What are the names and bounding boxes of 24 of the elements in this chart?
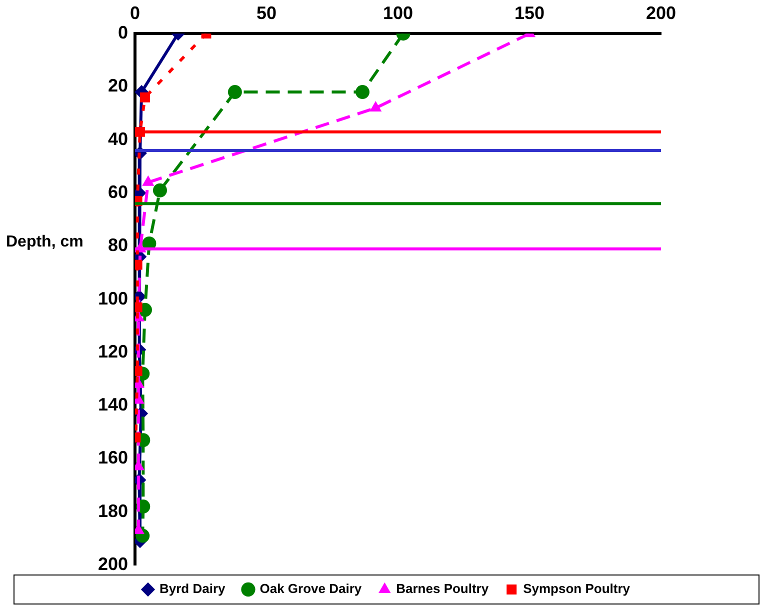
y-tick-label: 80 xyxy=(108,235,128,256)
y-axis-title: Depth, cm xyxy=(6,233,84,250)
legend-label: Byrd Dairy xyxy=(159,581,226,596)
y-tick-label: 120 xyxy=(98,341,128,362)
y-tick-label: 100 xyxy=(98,288,128,308)
y-tick-label: 200 xyxy=(98,554,128,574)
y-tick-label: 140 xyxy=(98,394,128,415)
legend-label: Oak Grove Dairy xyxy=(260,581,362,596)
point xyxy=(355,85,370,100)
x-tick-label: 0 xyxy=(130,2,140,23)
y-tick-label: 0 xyxy=(118,22,128,43)
x-tick-label: 100 xyxy=(382,2,414,23)
y-tick-label: 20 xyxy=(108,76,128,96)
legend-label: Barnes Poultry xyxy=(396,581,490,596)
point xyxy=(228,85,242,100)
x-tick-label: 50 xyxy=(256,2,277,23)
point xyxy=(152,183,167,198)
x-tick-label: 150 xyxy=(514,2,545,23)
legend-label: Sympson Poultry xyxy=(523,581,631,596)
y-tick-label: 180 xyxy=(98,500,128,521)
y-tick-label: 160 xyxy=(98,448,128,468)
x-tick-label: 200 xyxy=(646,2,676,23)
y-tick-label: 40 xyxy=(108,128,128,149)
y-tick-label: 60 xyxy=(108,182,128,202)
